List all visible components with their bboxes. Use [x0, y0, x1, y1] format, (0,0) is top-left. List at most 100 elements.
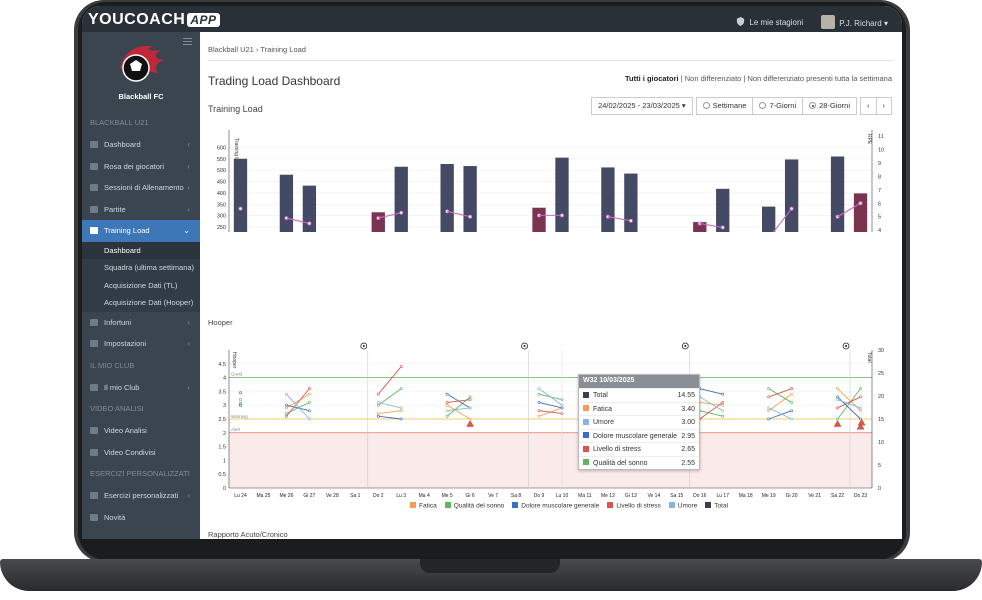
gauge-icon — [90, 227, 98, 234]
football-icon — [845, 345, 848, 347]
tooltip-value: 2.95 — [681, 432, 695, 440]
tooltip-row: Qualità del sonno 2.55 — [579, 455, 699, 470]
sub-squad-week[interactable]: Squadra (ultima settimana) — [104, 263, 195, 272]
nav-training-load[interactable]: Training Load ⌄ — [82, 220, 200, 242]
hooper-point — [721, 392, 725, 396]
option-28-days[interactable]: 28-Giorni — [802, 97, 857, 115]
hooper-line-segment — [699, 410, 723, 417]
menu-toggle-icon[interactable] — [183, 38, 192, 45]
nav-label: Infortuni — [104, 317, 132, 327]
bar — [693, 222, 707, 232]
logo-badge: APP — [187, 13, 220, 27]
chevron-left-icon: ‹ — [867, 101, 870, 110]
rpe-line-segment — [286, 217, 310, 224]
hooper-legend: Fatica Qualità del sonno Dolore muscolare … — [410, 502, 728, 510]
hooper-line-segment — [378, 410, 402, 414]
breadcrumb-team[interactable]: Blackball U21 — [208, 45, 254, 54]
hooper-line-segment — [768, 407, 792, 420]
y-tick-label: 3.5 — [218, 389, 226, 395]
tooltip-value: 2.55 — [681, 459, 695, 467]
bar — [762, 206, 776, 232]
nav-label: Rosa dei giocatori — [104, 161, 165, 171]
legend-item[interactable]: Dolore muscolare generale — [512, 502, 599, 510]
option-label: 28-Giorni — [819, 101, 850, 110]
nav-roster[interactable]: Rosa dei giocatori ‹ — [82, 156, 200, 178]
chevron-left-icon: ‹ — [187, 161, 190, 171]
divider — [208, 60, 894, 61]
legend-item[interactable]: Umore — [668, 502, 697, 510]
bar — [784, 159, 799, 232]
nav-label: Training Load — [104, 226, 150, 235]
hooper-point — [376, 414, 380, 418]
hooper-line-segment — [538, 410, 563, 414]
nav-video-analysis[interactable]: Video Analisi — [82, 420, 200, 442]
club-logo — [120, 45, 164, 82]
hooper-point — [468, 417, 472, 421]
nav-my-club[interactable]: Il mio Club ‹ — [82, 377, 200, 399]
hooper-point — [836, 387, 839, 391]
x-tick-label: Do 23 — [854, 493, 868, 499]
legend-swatch-icon — [668, 502, 675, 508]
rpe-line-segment — [837, 202, 861, 218]
x-tick-label: Lu 24 — [234, 493, 247, 499]
rpe-line-segment — [607, 216, 631, 222]
next-button[interactable]: › — [875, 97, 892, 115]
swatch-icon — [583, 418, 589, 425]
nav-matches[interactable]: Partite ‹ — [82, 199, 200, 221]
player-filters: Tutti i giocatori | Non differenziato | … — [625, 74, 892, 83]
filter-undifferentiated[interactable]: Non differenziato — [684, 74, 742, 83]
x-tick-label: Ve 14 — [647, 493, 660, 499]
y2-tick-label: 0 — [878, 486, 881, 492]
nav-custom-exercises[interactable]: Esercizi personalizzati ‹ — [82, 485, 200, 507]
filter-all-players[interactable]: Tutti i giocatori — [625, 74, 679, 83]
x-tick-label: Sa 1 — [350, 493, 361, 499]
nav-sessions[interactable]: Sessioni di Allenamento ‹ — [82, 177, 200, 199]
legend-item[interactable]: Total — [705, 502, 728, 510]
training-load-title: Training Load — [208, 104, 263, 114]
user-menu[interactable]: P.J. Richard ▾ — [821, 15, 888, 29]
legend-item[interactable]: Fatica — [410, 502, 437, 510]
caret-down-icon: ▾ — [681, 101, 686, 110]
filter-undifferentiated-week[interactable]: Non differenziato presenti tutta la sett… — [747, 74, 892, 83]
y-tick-label: 550 — [217, 157, 226, 163]
tooltip-row: Fatica 3.40 — [579, 401, 699, 416]
nav-label: Video Analisi — [104, 426, 147, 435]
hooper-point — [836, 406, 839, 410]
y-tick-label: 4 — [223, 376, 226, 382]
hooper-point — [285, 412, 288, 415]
seasons-menu[interactable]: Le mie stagioni — [736, 17, 803, 27]
training-load-chart: 0501001502002503003504004505005506000123… — [217, 130, 884, 232]
sub-data-tl[interactable]: Acquisizione Dati (TL) — [104, 280, 178, 290]
x-tick-label: Do 2 — [373, 493, 384, 499]
training-load-submenu: Dashboard Squadra (ultima settimana) Acq… — [82, 241, 200, 312]
nav-injuries[interactable]: Infortuni ‹ — [82, 312, 200, 334]
hooper-point — [767, 387, 771, 391]
bar — [555, 157, 569, 232]
app-logo[interactable]: YOUCOACH APP — [88, 11, 220, 29]
nav-dashboard[interactable]: Dashboard ‹ — [82, 134, 200, 156]
x-tick-label: Ma 18 — [739, 493, 753, 499]
hooper-point — [836, 417, 839, 421]
option-7-days[interactable]: 7-Giorni — [752, 97, 804, 115]
nav-settings[interactable]: Impostazioni ‹ — [82, 333, 200, 355]
warning-triangle-icon — [857, 418, 866, 426]
y2-axis-label: RPE — [866, 134, 872, 145]
sub-dashboard[interactable]: Dashboard — [82, 241, 200, 259]
nav-news[interactable]: Novità — [82, 507, 200, 529]
legend-swatch-icon — [410, 502, 416, 508]
y2-tick-label: 6 — [878, 201, 881, 207]
hooper-point — [537, 414, 541, 418]
hooper-point — [537, 409, 541, 413]
swatch-icon — [583, 405, 589, 411]
nav-video-shared[interactable]: Video Condivisi — [82, 442, 200, 464]
sub-data-hooper[interactable]: Acquisizione Dati (Hooper) — [104, 298, 194, 307]
legend-item[interactable]: Livello di stress — [607, 502, 661, 510]
legend-item[interactable]: Qualità del sonno — [444, 502, 504, 510]
user-name: P.J. Richard — [839, 19, 882, 28]
x-tick-label: Gi 27 — [303, 493, 315, 499]
x-tick-label: Ve 28 — [326, 493, 339, 499]
seasons-label: Le mie stagioni — [749, 18, 804, 27]
x-tick-label: Me 5 — [442, 493, 453, 499]
date-range-picker[interactable]: 24/02/2025 - 23/03/2025 ▾ — [591, 97, 693, 115]
hooper-point — [767, 406, 771, 410]
